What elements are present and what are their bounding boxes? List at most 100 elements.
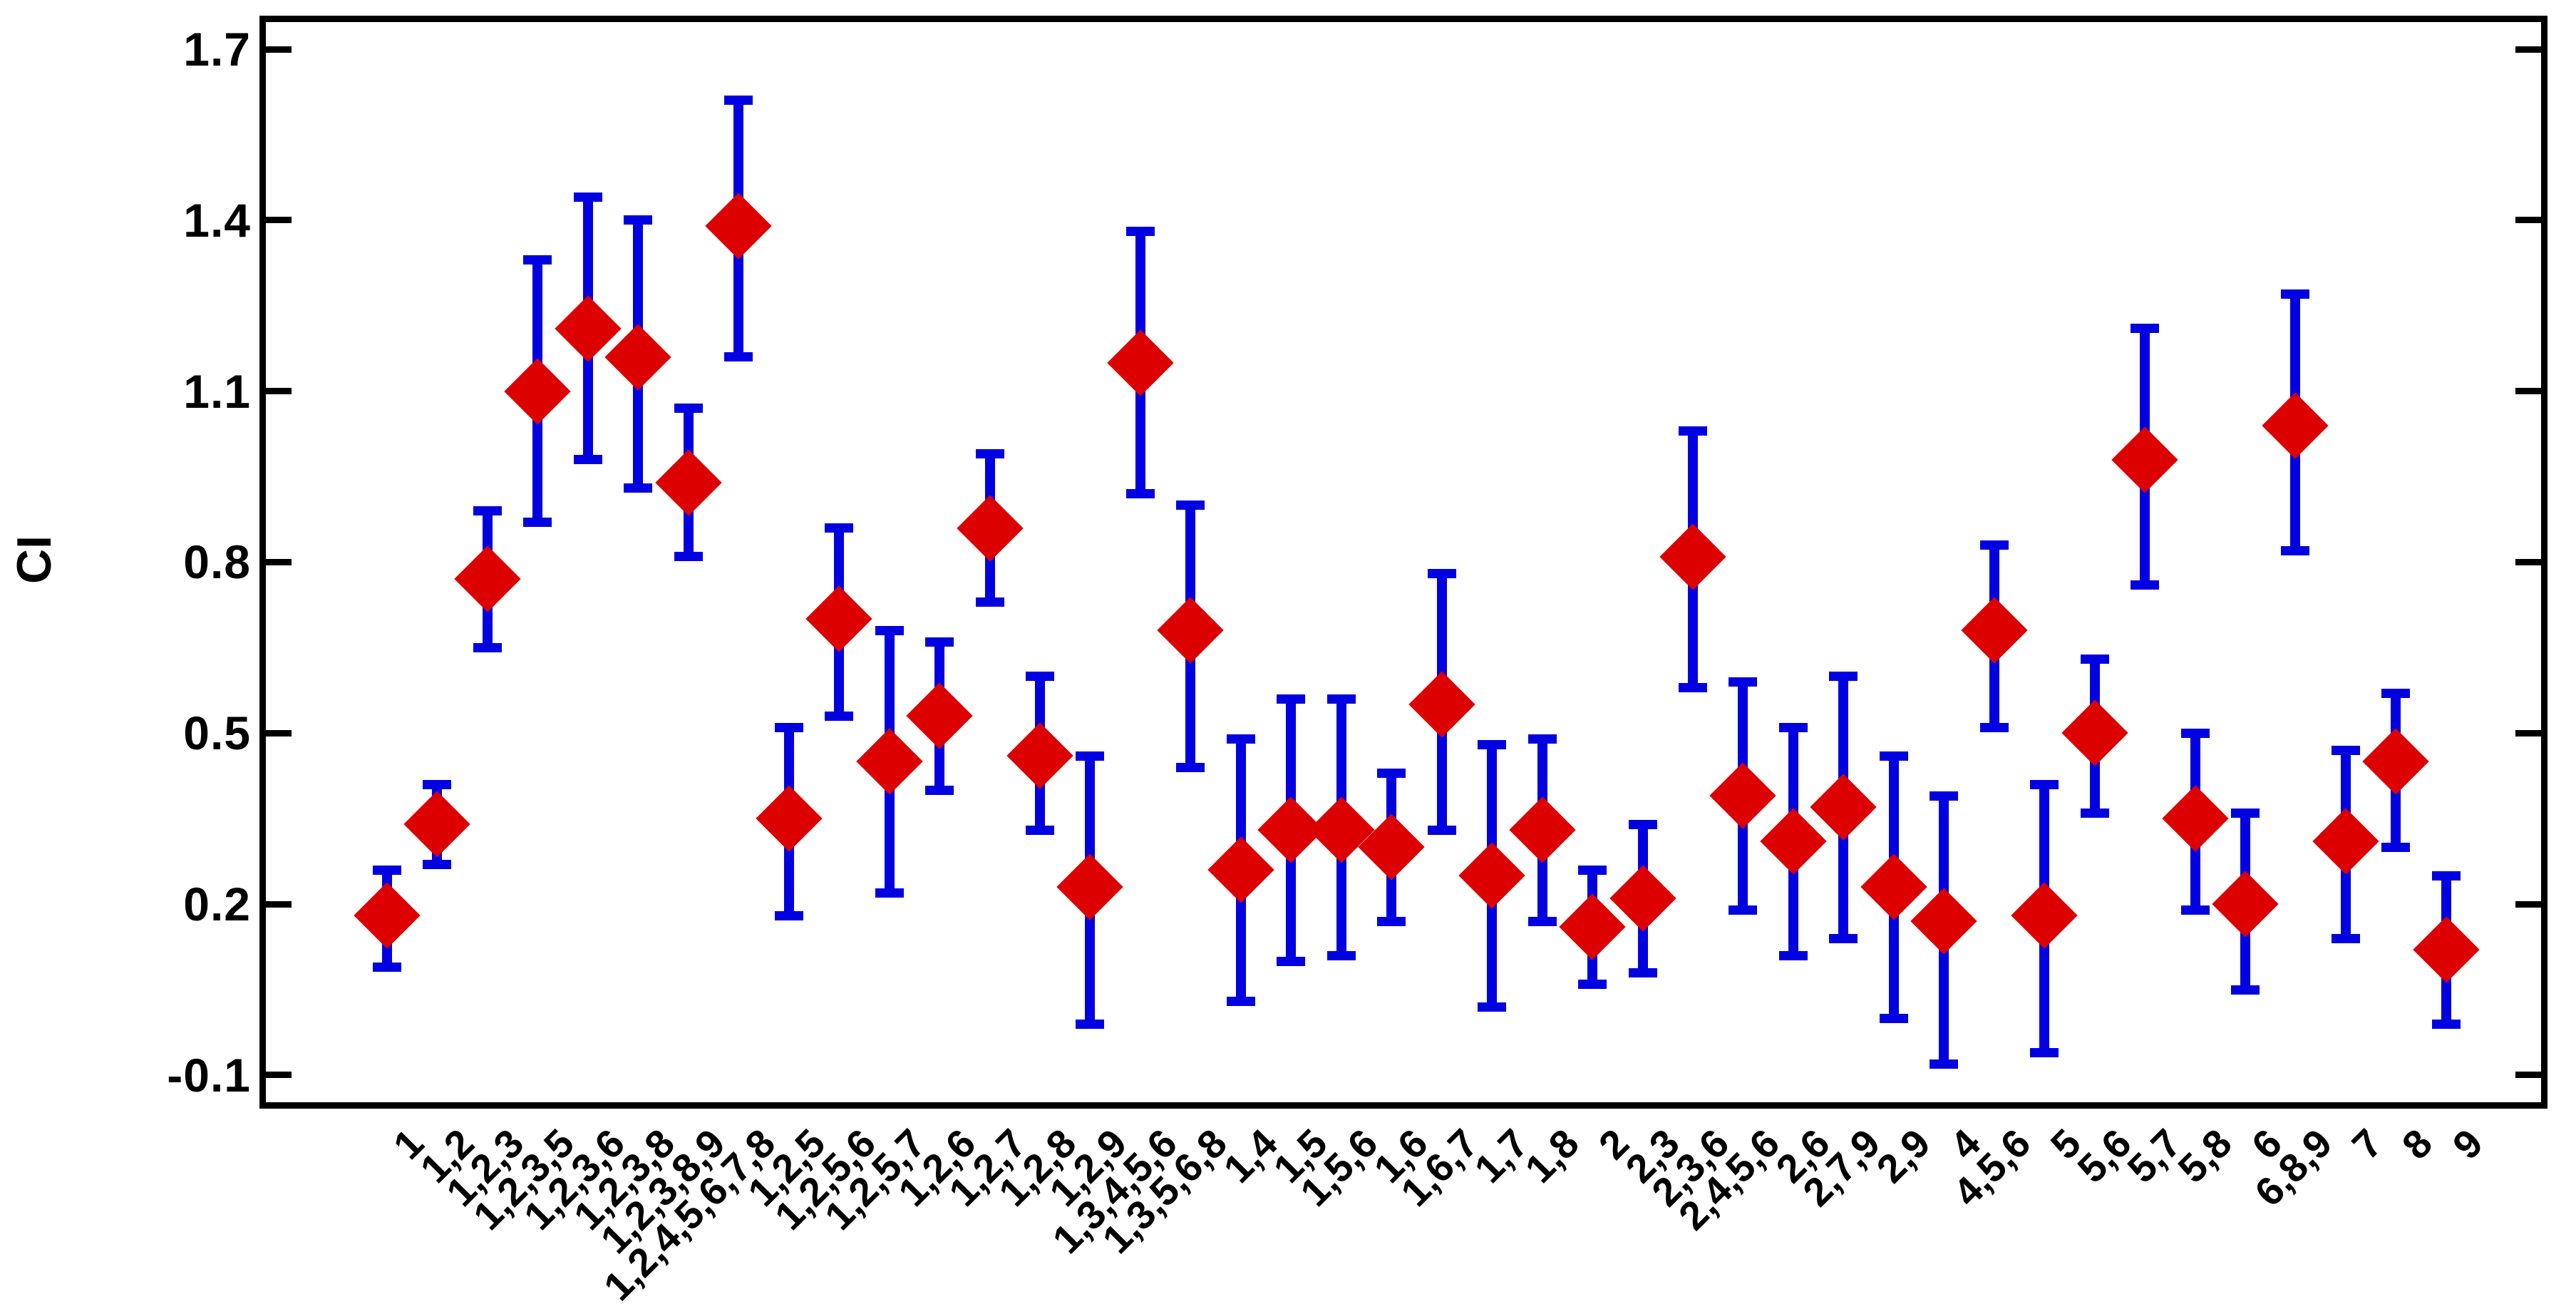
error-bar-cap-bottom (2180, 905, 2210, 915)
error-bar-cap-bottom (473, 642, 502, 652)
error-bar-cap-top (1377, 768, 1406, 778)
error-bar-cap-top (2381, 688, 2411, 698)
diamond-marker (2312, 808, 2379, 875)
error-bar-cap-top (1678, 426, 1707, 436)
y-tick-right (2515, 1072, 2541, 1079)
diamond-marker (1860, 853, 1927, 920)
error-bar-cap-top (1979, 540, 2009, 550)
error-bar-cap-bottom (1628, 967, 1657, 977)
diamond-marker (2111, 426, 2178, 493)
error-bar-cap-bottom (373, 962, 401, 972)
plot-area (266, 22, 2541, 1102)
error-bar-cap-bottom (2131, 580, 2160, 590)
error-bar-cap-top (1277, 694, 1306, 704)
error-bar-cap-top (1778, 722, 1808, 732)
error-bar-cap-bottom (1829, 933, 1858, 943)
error-bar-cap-bottom (1427, 825, 1456, 835)
error-bar-cap-top (674, 404, 703, 414)
error-bar-cap-bottom (1125, 489, 1155, 499)
y-tick-left (266, 558, 292, 565)
y-tick-label: 1.4 (183, 193, 251, 247)
error-bar-cap-top (1478, 739, 1507, 749)
error-bar-cap-bottom (1678, 682, 1707, 692)
diamond-marker (1056, 853, 1124, 920)
diamond-marker (2212, 871, 2279, 938)
y-tick-left (266, 388, 292, 395)
plot-frame (259, 16, 2547, 1109)
diamond-marker (1157, 597, 1225, 664)
error-bar-cap-bottom (674, 552, 703, 561)
error-bar-cap-top (523, 255, 552, 265)
error-bar-cap-top (1628, 819, 1657, 829)
error-bar-cap-bottom (2030, 1047, 2059, 1057)
diamond-marker (805, 585, 872, 653)
diamond-marker (756, 785, 823, 852)
y-tick-left (266, 46, 292, 53)
x-tick-label: 2,9 (1867, 1120, 1939, 1191)
diamond-marker (906, 682, 973, 750)
diamond-marker (705, 192, 772, 260)
error-bar-cap-bottom (1979, 722, 2009, 732)
error-bar-cap-bottom (423, 859, 452, 869)
error-bar-cap-top (573, 192, 602, 202)
error-bar-cap-top (774, 722, 803, 732)
y-tick-label: 1.1 (183, 364, 251, 418)
y-tick-right (2515, 900, 2541, 908)
diamond-marker (1659, 523, 1726, 590)
error-bar-cap-top (1076, 751, 1105, 761)
error-bar-cap-bottom (825, 711, 854, 721)
diamond-marker (2413, 916, 2480, 983)
error-bar-cap-top (2180, 728, 2210, 738)
error-bar-cap-bottom (2431, 1019, 2461, 1029)
diamond-marker (1910, 888, 1977, 955)
x-tick-label: 8 (2393, 1120, 2441, 1168)
error-bar-cap-top (1829, 671, 1858, 681)
error-bar-cap-top (2030, 779, 2059, 789)
error-bar-cap-top (1125, 227, 1155, 237)
x-tick-label: 9 (2443, 1120, 2491, 1168)
error-bar-cap-top (2231, 808, 2260, 818)
error-bar-cap-top (1527, 734, 1557, 744)
y-tick-right (2515, 388, 2541, 395)
error-bar-cap-top (473, 506, 502, 516)
error-bar-cap-bottom (774, 910, 803, 920)
error-bar-cap-top (1226, 734, 1255, 744)
error-bar-cap-bottom (573, 455, 602, 465)
diamond-marker (1006, 722, 1073, 789)
error-bar-cap-top (2281, 289, 2310, 299)
diamond-marker (354, 882, 421, 949)
error-bar-cap-top (1729, 677, 1758, 687)
diamond-marker (2362, 728, 2430, 795)
error-bar-cap-top (2080, 654, 2109, 664)
diamond-marker (855, 728, 923, 795)
diamond-marker (1207, 836, 1274, 903)
y-tick-label: 0.5 (183, 707, 251, 760)
diamond-marker (655, 448, 722, 516)
x-tick-label: 7 (2343, 1120, 2391, 1168)
error-bar-cap-bottom (1578, 979, 1607, 989)
error-bar-cap-top (624, 215, 653, 225)
y-tick-left (266, 729, 292, 736)
error-bar-cap-top (1930, 791, 1959, 801)
error-bar-cap-top (1578, 865, 1607, 875)
diamond-marker (454, 545, 521, 613)
error-bar-cap-bottom (1930, 1059, 1959, 1069)
error-bar-cap-bottom (1377, 916, 1406, 926)
y-tick-label: 0.2 (183, 878, 251, 931)
error-bar-cap-top (875, 625, 904, 635)
error-bar-cap-bottom (1176, 762, 1205, 772)
error-bar-cap-bottom (2080, 808, 2109, 818)
diamond-marker (2061, 699, 2128, 766)
diamond-marker (1408, 671, 1475, 739)
error-bar-cap-top (2331, 745, 2360, 755)
x-tick-label: 1,8 (1515, 1120, 1587, 1191)
error-bar-cap-top (2431, 871, 2461, 881)
y-tick-label: 0.8 (183, 535, 251, 589)
error-bar-cap-bottom (1778, 950, 1808, 960)
error-bar-cap-top (1025, 671, 1054, 681)
error-bar-cap-bottom (1879, 1013, 1908, 1023)
error-bar-cap-bottom (624, 483, 653, 493)
error-bar-cap-bottom (1326, 950, 1356, 960)
error-bar-cap-top (2131, 324, 2160, 334)
error-bar-cap-top (423, 779, 452, 789)
